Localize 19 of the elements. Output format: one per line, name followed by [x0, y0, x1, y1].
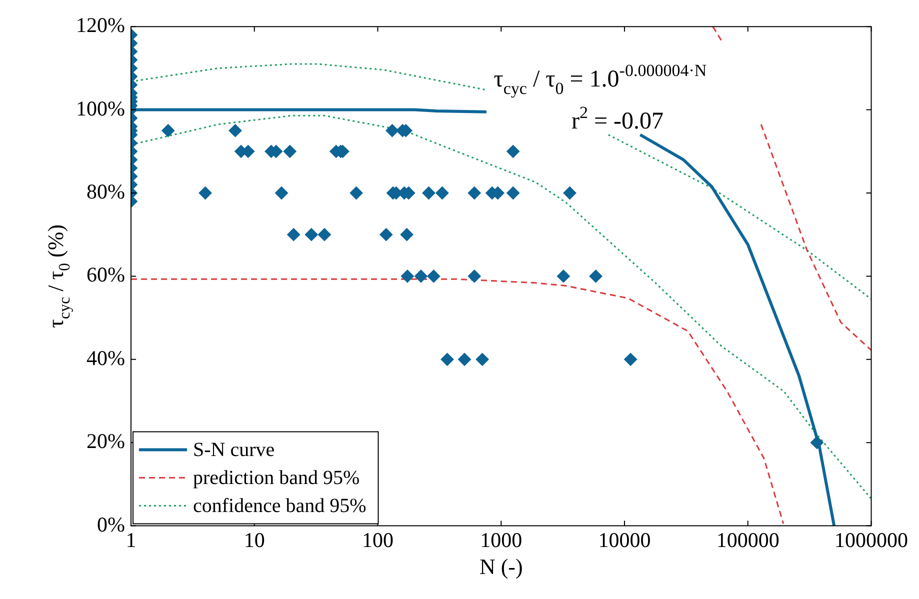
- y-tick-label: 40%: [86, 346, 125, 370]
- x-tick-label: 100000: [716, 528, 780, 552]
- x-tick-label: 1000: [480, 528, 522, 552]
- y-tick-label: 80%: [86, 180, 125, 204]
- x-tick-label: 10000: [598, 528, 651, 552]
- y-axis-title: τcyc / τ0 (%): [42, 224, 74, 328]
- x-tick-label: 1: [126, 528, 136, 552]
- legend-label: confidence band 95%: [192, 495, 366, 518]
- x-tick-label: 1000000: [834, 528, 908, 552]
- y-tick-label: 120%: [76, 13, 125, 38]
- legend-label: prediction band 95%: [192, 467, 360, 490]
- y-tick-label: 0%: [96, 512, 125, 536]
- x-axis-title: N (-): [479, 554, 523, 579]
- legend-label: S-N curve: [192, 439, 275, 462]
- x-tick-label: 10: [244, 528, 265, 552]
- y-tick-label: 100%: [76, 96, 125, 120]
- y-tick-label: 60%: [86, 262, 125, 287]
- x-tick-label: 100: [362, 528, 394, 552]
- y-tick-label: 20%: [86, 429, 125, 454]
